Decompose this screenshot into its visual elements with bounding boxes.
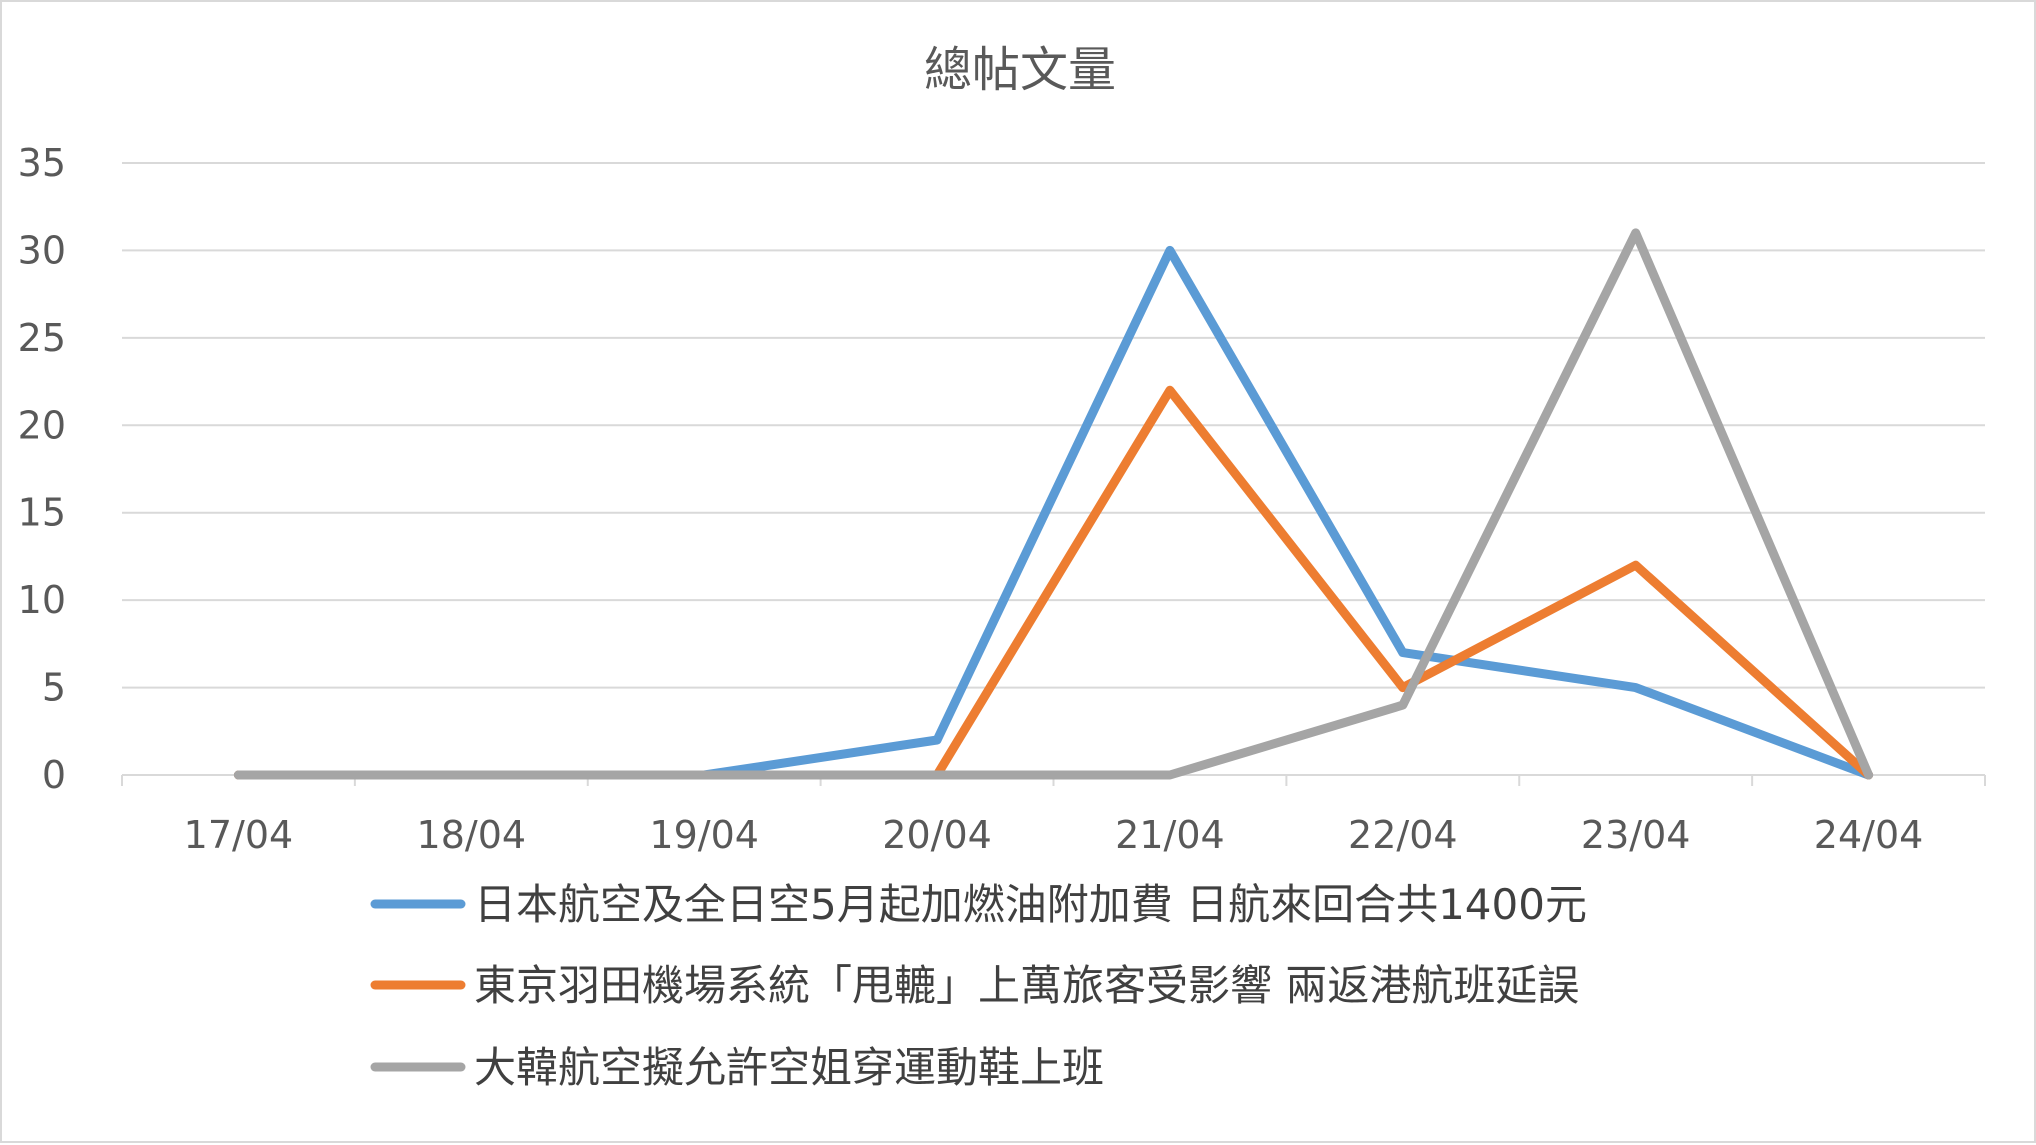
- y-tick-label: 30: [18, 228, 66, 272]
- y-tick-label: 20: [18, 403, 66, 447]
- x-tick-label: 23/04: [1581, 813, 1691, 857]
- y-tick-label: 10: [18, 578, 66, 622]
- x-tick-label: 20/04: [882, 813, 992, 857]
- x-tick-label: 24/04: [1814, 813, 1924, 857]
- x-axis: 17/04 18/04 19/04 20/04 21/04 22/04 23/04 24/04: [121, 774, 1986, 857]
- x-tick-label: 17/04: [184, 813, 294, 857]
- x-tick-label: 22/04: [1348, 813, 1458, 857]
- series-line-3: [233, 228, 1874, 780]
- y-tick-label: 0: [42, 753, 66, 797]
- y-tick-label: 25: [18, 316, 66, 360]
- legend-label: 東京羽田機場系統「甩轆」上萬旅客受影響 兩返港航班延誤: [474, 961, 1579, 1010]
- series-line-2: [233, 385, 1874, 780]
- series-lines: [233, 228, 1874, 780]
- y-axis: 0 5 10 15 20 25 30 35: [18, 141, 66, 797]
- y-tick-label: 5: [42, 666, 66, 710]
- x-tick-label: 21/04: [1115, 813, 1225, 857]
- y-tick-label: 35: [18, 141, 66, 185]
- legend-label: 大韓航空擬允許空姐穿運動鞋上班: [474, 1043, 1104, 1092]
- legend: 日本航空及全日空5月起加燃油附加費 日航來回合共1400元東京羽田機場系統「甩轆…: [370, 880, 1587, 1092]
- gridlines: [122, 162, 1985, 689]
- chart-title: 總帖文量: [924, 42, 1116, 98]
- y-tick-label: 15: [18, 491, 66, 535]
- x-tick-label: 19/04: [649, 813, 759, 857]
- legend-label: 日本航空及全日空5月起加燃油附加費 日航來回合共1400元: [474, 880, 1587, 929]
- x-tick-label: 18/04: [417, 813, 527, 857]
